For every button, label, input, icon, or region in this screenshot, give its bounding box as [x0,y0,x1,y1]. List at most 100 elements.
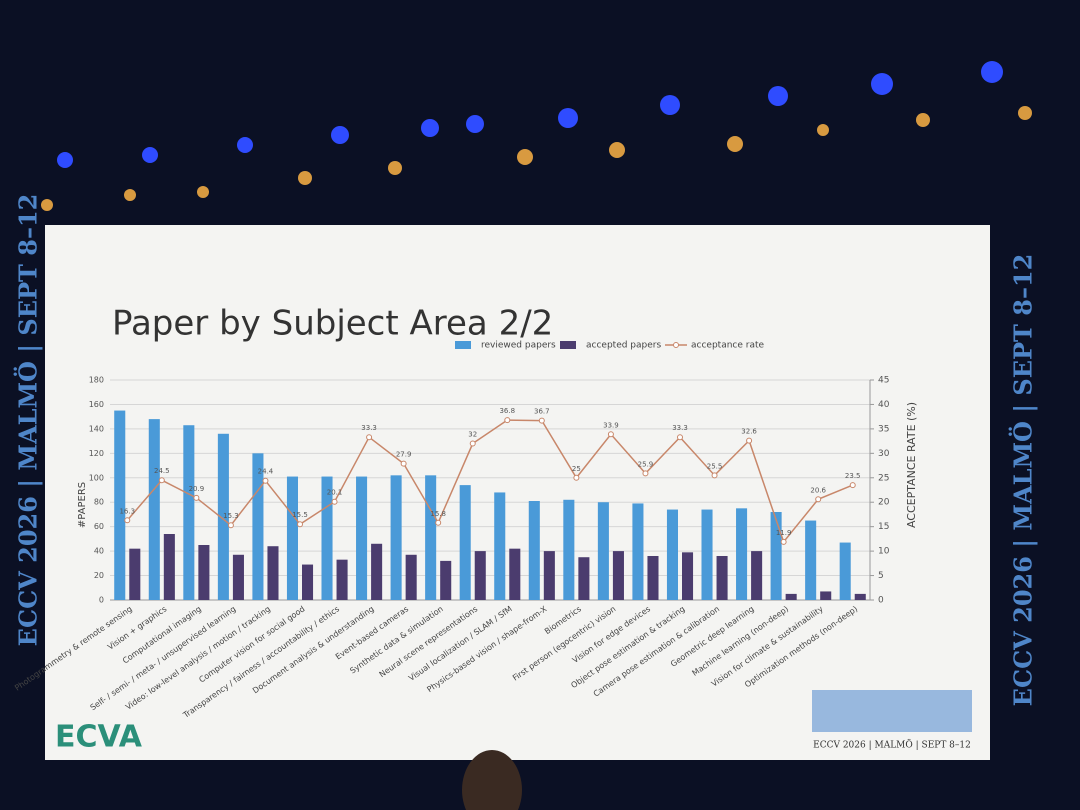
rate-marker [504,417,511,424]
data-label: 33.3 [361,424,377,432]
data-label: 33.3 [672,424,688,432]
rate-marker [711,472,718,479]
data-label: 32.6 [741,428,757,436]
data-label: 33.9 [603,421,619,429]
bar [612,551,624,600]
y-tick-label: 60 [94,522,104,531]
rate-marker [297,521,303,528]
rate-marker [124,517,131,524]
y2-tick-label: 35 [878,424,889,434]
bar [405,554,417,600]
legend-label: acceptance rate [691,341,765,351]
side-banner: ECCV 2026 | MALMÖ | SEPT 8–12 [14,194,43,647]
bar [321,476,333,600]
bar [267,546,279,600]
data-label: 20.6 [810,486,826,494]
rate-marker [435,519,442,526]
rate-marker [815,496,822,503]
bar [736,508,748,600]
bar [578,557,590,600]
bar [459,485,471,600]
bar [252,453,264,600]
rate-marker [677,434,683,441]
data-label: 36.7 [534,408,550,416]
chart-title: Paper by Subject Area 2/2 [112,304,553,344]
data-label: 23.5 [845,472,861,480]
bar [425,475,437,600]
y-tick-label: 100 [89,473,104,482]
y-axis-label: #PAPERS [77,482,88,528]
bar [701,509,713,600]
data-label: 15.5 [292,511,308,519]
y2-tick-label: 15 [878,522,889,532]
rate-marker [849,482,856,489]
bar [563,499,575,600]
rate-marker [331,498,338,505]
y-tick-label: 180 [89,376,104,385]
bar [528,501,540,600]
data-label: 25 [572,465,581,473]
bar [805,520,817,600]
data-label: 11.9 [776,529,792,537]
data-label: 25.5 [707,462,723,470]
y-tick-label: 20 [94,571,104,580]
rate-marker [469,440,476,447]
y-tick-label: 140 [89,424,104,433]
data-label: 27.9 [396,451,412,459]
bar [183,425,195,600]
y2-tick-label: 5 [878,571,884,581]
rate-marker [400,460,407,467]
y2-axis-label: ACCEPTANCE RATE (%) [905,402,918,528]
y2-tick-label: 10 [878,547,890,557]
y2-tick-label: 45 [878,376,889,386]
bar [336,559,348,600]
data-label: 15.3 [223,512,239,520]
data-label: 20.9 [189,485,205,493]
rate-line [126,419,854,544]
rate-marker [227,522,234,529]
bar [232,554,244,600]
slide-footer: ECCV 2026 | MALMÖ | SEPT 8–12 [813,739,971,751]
bar [129,548,141,600]
legend-label: accepted papers [586,341,661,351]
bar [474,551,486,600]
bar [770,512,782,600]
y2-tick-label: 20 [878,498,890,508]
y2-tick-label: 0 [878,596,884,606]
rate-marker [746,437,753,444]
y-tick-label: 40 [94,547,104,556]
bar [647,556,659,600]
bar [302,564,314,600]
bar [371,543,383,600]
presenter [462,750,522,810]
y-tick-label: 80 [94,498,104,507]
bar [148,419,160,600]
bar [163,534,175,600]
legend-label: reviewed papers [481,341,556,351]
y-tick-label: 120 [89,449,104,458]
bar [785,593,797,600]
bar [217,433,229,600]
bar [114,410,126,600]
rate-marker [538,417,545,424]
rate-marker [158,477,165,484]
rate-marker [607,431,614,438]
bar [839,542,851,600]
y-tick-label: 0 [99,596,104,605]
bar [632,503,644,600]
rate-marker [642,470,649,477]
bar [666,509,678,600]
bar [494,492,506,600]
rate-marker [780,538,787,545]
bar [751,551,763,600]
bar [390,475,402,600]
data-label: 15.8 [430,510,446,518]
side-banner: ECCV 2026 | MALMÖ | SEPT 8–12 [1009,254,1038,707]
data-label: 32 [468,431,477,439]
data-label: 20.1 [327,489,343,497]
bar [854,593,866,600]
rate-marker [366,434,373,441]
data-label: 36.8 [499,407,515,415]
data-label: 25.9 [638,460,654,468]
